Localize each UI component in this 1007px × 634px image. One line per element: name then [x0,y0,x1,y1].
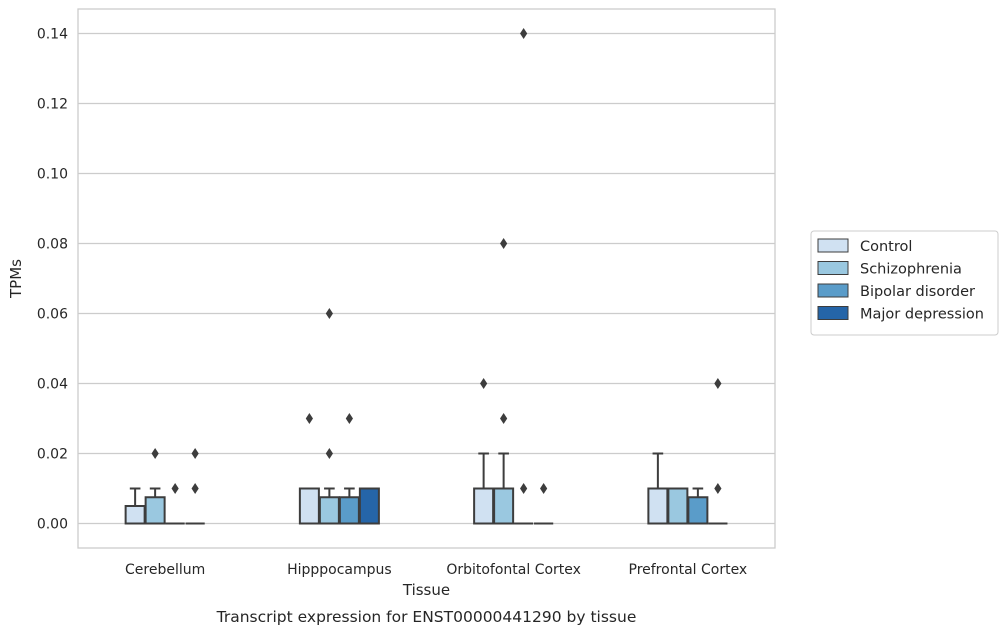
legend-label: Major depression [860,307,984,323]
chart-caption: Transcript expression for ENST0000044129… [216,608,637,626]
box-group [298,413,320,525]
x-tick-label: Hipppocampus [287,562,392,578]
box-group [473,378,495,525]
box [318,496,340,525]
box [124,505,146,525]
legend-label: Schizophrenia [860,262,962,278]
outlier-point [151,448,159,459]
box-group [687,487,709,525]
x-tick-label: Prefrontal Cortex [629,562,748,578]
box-group [358,487,380,525]
box-group [165,483,185,525]
plot-frame [77,8,776,549]
box [298,487,320,525]
box-group [185,448,205,525]
box-group [338,413,360,525]
box-group [647,452,669,525]
x-axis-label: Tissue [402,581,450,599]
legend-swatch [817,238,849,253]
box [144,496,166,525]
y-axis-label: TPMs [7,259,25,299]
outlier-point [520,28,528,39]
y-tick-label: 0.14 [37,27,68,43]
box [338,496,360,525]
box [358,487,380,525]
outlier-point [480,378,488,389]
x-tick-labels: Cerebellum Hipppocampus Orbitofontal Corte… [125,562,747,578]
legend-label: Control [860,239,912,255]
outlier-point [191,483,199,494]
box-group [534,483,554,525]
legend-swatch [817,283,849,298]
outlier-point [345,413,353,424]
box-group [318,308,340,525]
outlier-point [520,483,528,494]
legend: Control Schizophrenia Bipolar disorder Majo… [810,230,999,336]
y-tick-label: 0.12 [37,97,68,113]
outlier-point [714,378,722,389]
outlier-point [500,238,508,249]
box [493,487,515,525]
y-tick-label: 0.06 [37,307,68,323]
box-group [144,448,166,525]
y-tick-label: 0.02 [37,447,68,463]
legend-frame [810,230,999,336]
outlier-point [540,483,548,494]
x-tick-label: Cerebellum [125,562,205,578]
y-tick-label: 0.04 [37,377,68,393]
grid-lines [78,32,775,525]
outlier-point [325,308,333,319]
outlier-point [714,483,722,494]
box-group [493,238,515,525]
outlier-point [191,448,199,459]
box [687,496,709,525]
outlier-point [500,413,508,424]
outlier-point [305,413,313,424]
box-group [124,487,146,525]
box [647,487,669,525]
box [473,487,495,525]
y-tick-label: 0.10 [37,167,68,183]
outlier-point [325,448,333,459]
y-tick-label: 0.08 [37,237,68,253]
box-group [514,28,534,525]
y-tick-labels: 0.00 0.02 0.04 0.06 0.08 0.10 0.12 0.14 [37,27,68,533]
box-group [667,487,689,525]
box [667,487,689,525]
y-tick-label: 0.00 [37,517,68,533]
box-group [708,378,728,525]
box-layer [124,28,728,525]
legend-label: Bipolar disorder [860,284,975,300]
outlier-point [171,483,179,494]
x-tick-label: Orbitofontal Cortex [446,562,581,578]
legend-swatch [817,306,849,320]
legend-swatch [817,261,849,275]
